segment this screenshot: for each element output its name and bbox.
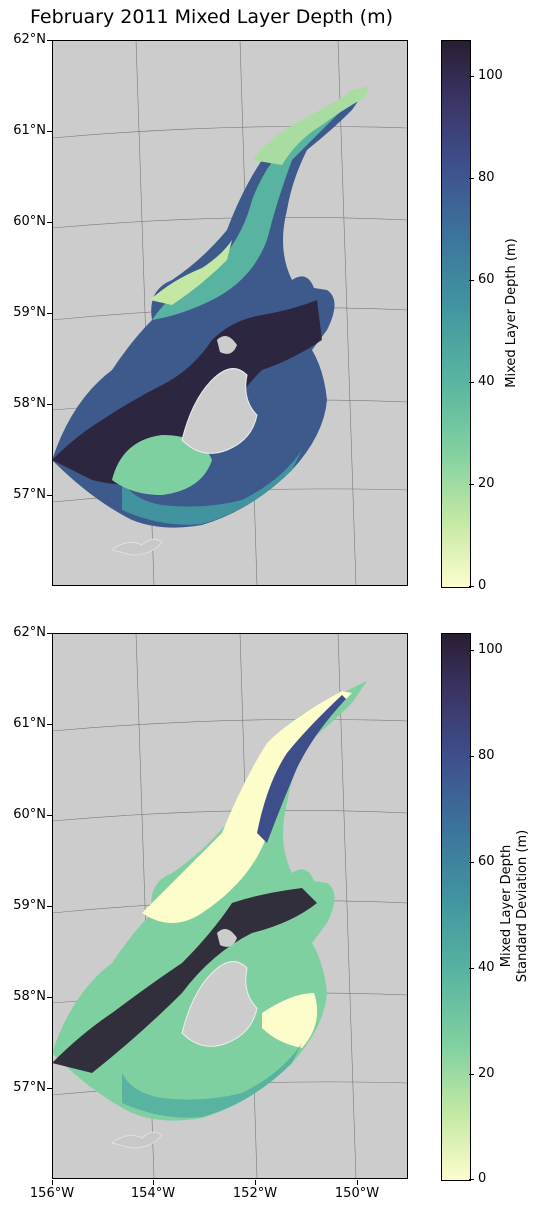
colorbar-tick: 0: [478, 578, 487, 593]
lon-label: 156°W: [29, 1186, 75, 1201]
colorbar-tick: 60: [478, 272, 495, 287]
colorbar-tick: 100: [478, 642, 503, 657]
colorbar-tick: 20: [478, 1066, 495, 1081]
colorbar-label-line2: Standard Deviation (m): [515, 829, 530, 983]
lat-label: 58°N: [13, 396, 46, 411]
colorbar-label-line1: Mixed Layer Depth: [499, 844, 514, 968]
colorbar-mld: [441, 40, 471, 588]
colorbar-tick: 80: [478, 748, 495, 763]
map-panel-mld: [52, 40, 408, 586]
lat-label: 62°N: [13, 32, 46, 47]
colorbar-tick: 20: [478, 476, 495, 491]
lat-label: 57°N: [13, 1080, 46, 1095]
map-plot-mld-std: [52, 633, 408, 1179]
lat-label: 60°N: [13, 807, 46, 822]
lat-label: 61°N: [13, 123, 46, 138]
colorbar-tick: 80: [478, 170, 495, 185]
colorbar-tick: 40: [478, 374, 495, 389]
colorbar-tick: 0: [478, 1171, 487, 1186]
lon-label: 154°W: [130, 1186, 176, 1201]
colorbar-tick: 60: [478, 854, 495, 869]
colorbar-tick: 100: [478, 68, 503, 83]
map-panel-mld-std: [52, 633, 408, 1179]
colorbar-label-mld-std: Mixed Layer Depth Standard Deviation (m): [499, 816, 531, 996]
kodiak-island: [181, 961, 258, 1047]
lat-label: 58°N: [13, 989, 46, 1004]
lon-label: 150°W: [334, 1186, 380, 1201]
colorbar-tick: 40: [478, 960, 495, 975]
lat-label: 59°N: [13, 305, 46, 320]
lat-label: 60°N: [13, 214, 46, 229]
lon-label: 152°W: [232, 1186, 278, 1201]
map-plot-mld: [52, 40, 408, 586]
kodiak-island: [181, 368, 258, 454]
colorbar-label-mld: Mixed Layer Depth (m): [504, 238, 519, 388]
lat-label: 57°N: [13, 487, 46, 502]
lat-label: 62°N: [13, 625, 46, 640]
figure-title: February 2011 Mixed Layer Depth (m): [30, 6, 394, 28]
colorbar-mld-std: [441, 633, 471, 1181]
lat-label: 59°N: [13, 898, 46, 913]
lat-label: 61°N: [13, 716, 46, 731]
